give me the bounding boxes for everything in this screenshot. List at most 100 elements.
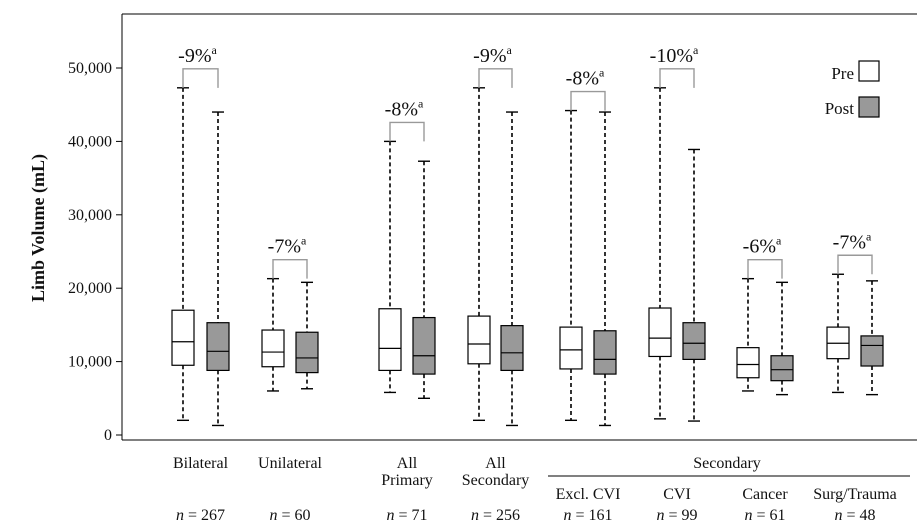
sample-size-n: n [834,507,842,522]
axes [116,13,917,477]
sample-size-label: n = 99 [656,507,697,522]
sample-size-label: n = 71 [386,507,427,522]
box-pre [171,87,195,422]
comparison-bracket [272,258,308,279]
y-tick-label: 0 [104,427,112,444]
iqr-box [593,330,617,375]
box-pre [467,87,491,422]
iqr-box [171,309,195,366]
sample-size-value: = 60 [277,507,310,522]
boxes [171,68,884,427]
box-post [770,281,794,396]
legend-swatch-post [858,96,880,118]
legend-label-pre: Pre [831,64,854,83]
y-tick-label: 50,000 [68,60,112,77]
significance-mark: a [418,96,424,110]
sample-size-label: n = 161 [563,507,612,522]
box-post [206,111,230,427]
comparison-bracket [570,90,606,111]
legend-label-post: Post [825,99,855,118]
iqr-box [770,355,794,382]
sample-size-n: n [269,507,277,522]
comparison-bracket [478,68,513,88]
comparison-bracket [182,68,219,88]
iqr-box [467,315,491,365]
category-label: Unilateral [258,455,323,472]
box-pre [559,109,583,422]
box-post [860,280,884,396]
significance-mark: a [301,234,307,248]
significance-mark: a [599,66,605,80]
comparison-bracket [747,258,783,279]
significance-mark: a [693,43,699,57]
category-label-line2: Primary [381,472,433,489]
sample-size-value: = 267 [184,507,225,522]
sample-size-label: n = 61 [744,507,785,522]
category-label-line1: All [397,455,418,472]
legend: Pre Post [825,60,880,118]
box-post [682,148,706,422]
box-pre [261,277,285,392]
category-label: Cancer [742,486,788,503]
group-header-label: Secondary [693,455,761,472]
labels: 0 10,000 20,000 30,000 40,000 50,000 Limb Volu… [28,43,897,522]
sample-size-value: = 161 [571,507,612,522]
sample-size-value: = 48 [842,507,875,522]
box-post [295,281,319,390]
sample-size-value: = 61 [752,507,785,522]
sample-size-n: n [386,507,394,522]
sample-size-n: n [176,507,184,522]
percent-change-label: -8%a [566,66,605,90]
comparison-bracket [837,254,873,275]
box-pre [378,140,402,394]
comparison-bracket [389,121,425,142]
significance-mark: a [507,43,513,57]
sample-size-n: n [744,507,752,522]
percent-change-label: -9%a [473,43,512,67]
iqr-box [736,347,760,379]
significance-mark: a [212,43,218,57]
box-pre [826,273,850,394]
iqr-box [860,335,884,367]
iqr-box [261,329,285,368]
sample-size-n: n [563,507,571,522]
category-label: CVI [663,486,691,503]
box-post [412,160,436,399]
sample-size-value: = 256 [479,507,520,522]
significance-mark: a [776,234,782,248]
iqr-box [648,307,672,358]
percent-change-label: -9%a [178,43,217,67]
iqr-box [295,331,319,374]
category-label: Bilateral [173,455,229,472]
y-tick-label: 20,000 [68,280,112,297]
percent-change-label: -7%a [268,234,307,258]
category-label-line2: Secondary [462,472,530,489]
box-post [500,111,524,427]
iqr-box [206,322,230,372]
category-label: Surg/Trauma [813,486,897,503]
percent-change-label: -10%a [650,43,699,67]
iqr-box [682,322,706,360]
sample-size-value: = 99 [664,507,697,522]
sample-size-label: n = 256 [471,507,520,522]
category-label: Excl. CVI [556,486,621,503]
comparison-bracket [659,68,695,88]
sample-size-n: n [656,507,664,522]
y-tick-label: 10,000 [68,354,112,371]
iqr-box [500,325,524,372]
y-axis-label: Limb Volume (mL) [28,154,49,302]
iqr-box [378,308,402,372]
legend-swatch-pre [858,60,880,82]
box-pre [648,87,672,420]
iqr-box [412,316,436,375]
sample-size-label: n = 60 [269,507,310,522]
significance-mark: a [866,229,872,243]
sample-size-label: n = 267 [176,507,225,522]
percent-change-label: -6%a [743,234,782,258]
sample-size-n: n [471,507,479,522]
y-tick-label: 30,000 [68,207,112,224]
category-label-line1: All [485,455,506,472]
percent-change-label: -8%a [385,96,424,120]
percent-change-label: -7%a [833,229,872,253]
